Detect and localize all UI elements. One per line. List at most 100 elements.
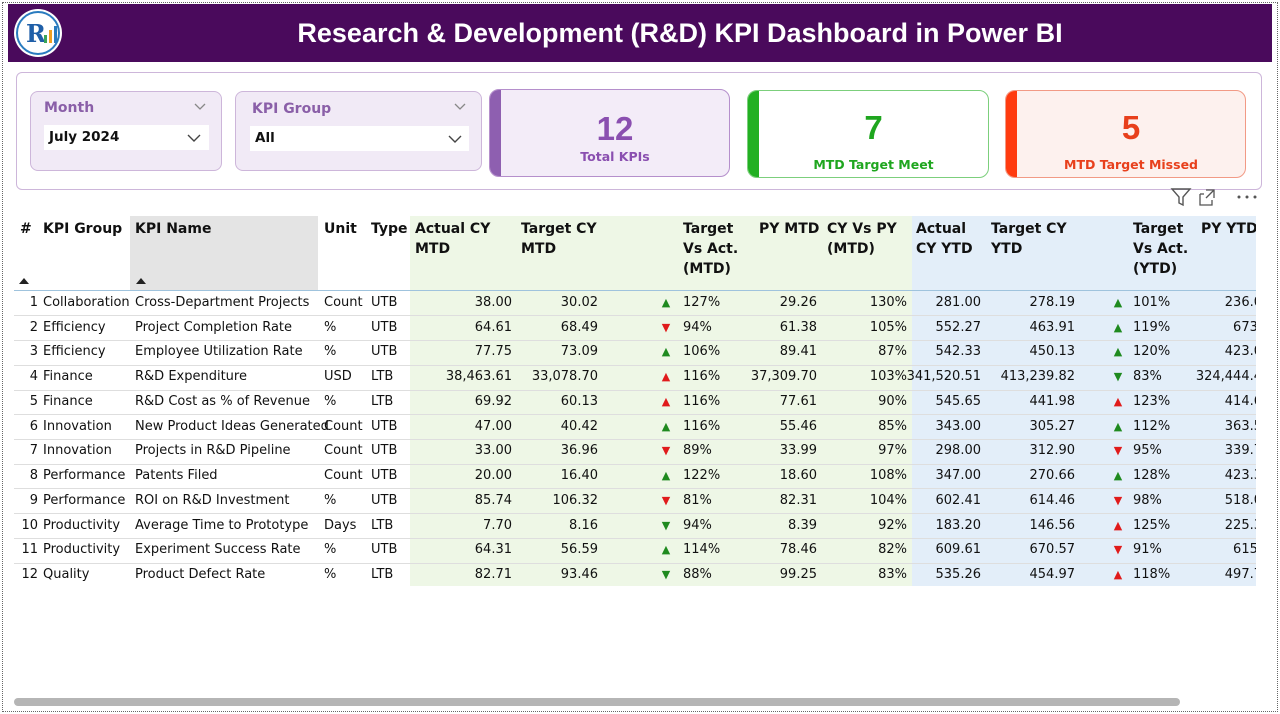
- table-cell: LTB: [371, 567, 394, 583]
- sort-icon[interactable]: [135, 276, 147, 286]
- row-divider: [14, 513, 1256, 515]
- status-arrow: ▲: [1113, 394, 1123, 408]
- focus-mode-icon[interactable]: [1199, 189, 1215, 206]
- slicer-dropdown[interactable]: All: [250, 126, 469, 151]
- card-accent: [1006, 91, 1017, 177]
- column-header[interactable]: PY MTD: [759, 221, 820, 237]
- table-cell: 106.32: [552, 492, 599, 508]
- column-header[interactable]: #: [20, 221, 32, 237]
- sort-icon[interactable]: [18, 276, 30, 286]
- table-cell: 118%: [1133, 567, 1171, 583]
- table-cell: UTB: [371, 468, 398, 484]
- row-divider: [14, 389, 1256, 391]
- row-divider: [14, 364, 1256, 366]
- svg-text:R: R: [26, 19, 47, 48]
- status-arrow: ▲: [1113, 320, 1123, 334]
- table-cell: 127%: [683, 295, 721, 310]
- table-cell: 5: [29, 393, 38, 409]
- column-header[interactable]: Actual CY MTD: [415, 221, 491, 257]
- table-cell: 56.59: [560, 542, 598, 558]
- slicer-value: July 2024: [49, 129, 120, 145]
- table-cell: Count: [324, 443, 363, 459]
- table-cell: Employee Utilization Rate: [135, 344, 303, 360]
- mtd-band: [410, 216, 912, 586]
- table-cell: 363.5: [1224, 418, 1256, 434]
- table-cell: 414.6: [1224, 393, 1256, 409]
- table-cell: 33.00: [474, 443, 512, 459]
- table-cell: 116%: [683, 418, 721, 434]
- table-cell: LTB: [371, 369, 394, 385]
- column-header[interactable]: Target Vs Act. (MTD): [683, 221, 739, 277]
- status-arrow: ▼: [661, 518, 671, 532]
- collapse-icon[interactable]: [193, 102, 207, 112]
- status-arrow: ▲: [661, 394, 671, 408]
- table-cell: 83%: [1133, 369, 1162, 385]
- table-cell: UTB: [371, 344, 398, 360]
- row-divider: [14, 562, 1256, 564]
- table-cell: 98%: [1133, 492, 1162, 508]
- row-divider: [14, 315, 1256, 317]
- filter-icon[interactable]: [1170, 188, 1192, 207]
- table-cell: 281.00: [935, 295, 982, 310]
- column-header[interactable]: CY Vs PY (MTD): [827, 221, 897, 257]
- table-cell: 545.65: [935, 393, 982, 409]
- column-header[interactable]: Target CY MTD: [521, 221, 597, 257]
- collapse-icon[interactable]: [453, 102, 467, 112]
- column-header[interactable]: PY YTD: [1201, 221, 1256, 237]
- table-cell: 112%: [1133, 418, 1171, 434]
- table-cell: Count: [324, 295, 363, 310]
- column-header[interactable]: Unit: [324, 221, 357, 237]
- column-header[interactable]: Target Vs Act. (YTD): [1133, 221, 1189, 277]
- column-header[interactable]: Target CY YTD: [991, 221, 1067, 257]
- table-cell: Count: [324, 418, 363, 434]
- table-cell: UTB: [371, 492, 398, 508]
- table-cell: Productivity: [43, 542, 121, 558]
- table-cell: 7.70: [483, 517, 512, 533]
- table-cell: Productivity: [43, 517, 121, 533]
- table-cell: %: [324, 567, 337, 583]
- table-cell: Performance: [43, 492, 126, 508]
- sorted-header-bg: [130, 216, 318, 290]
- table-cell: 103%: [869, 369, 907, 385]
- card-accent: [490, 90, 501, 176]
- table-cell: %: [324, 344, 337, 360]
- scrollbar[interactable]: [14, 698, 1180, 706]
- table-cell: 8.16: [569, 517, 598, 533]
- table-cell: 81%: [683, 492, 712, 508]
- table-cell: 82.71: [474, 567, 512, 583]
- kpi-group-slicer[interactable]: KPI Group All: [235, 91, 482, 171]
- table-cell: Projects in R&D Pipeline: [135, 443, 291, 459]
- dropdown-icon: [187, 134, 201, 142]
- row-divider: [14, 414, 1256, 416]
- column-header[interactable]: Actual CY YTD: [916, 221, 973, 257]
- table-cell: Innovation: [43, 443, 112, 459]
- more-options-icon[interactable]: [1237, 195, 1257, 199]
- logo: R: [14, 9, 62, 57]
- table-cell: 68.49: [560, 319, 598, 335]
- card-accent: [748, 91, 759, 177]
- table-cell: 40.42: [560, 418, 598, 434]
- month-slicer[interactable]: Month July 2024: [30, 91, 222, 171]
- table-cell: Efficiency: [43, 344, 106, 360]
- column-header[interactable]: KPI Group: [43, 221, 123, 237]
- table-cell: 33,078.70: [531, 369, 598, 385]
- table-cell: 95%: [1133, 443, 1162, 459]
- table-cell: 339.7: [1224, 443, 1256, 459]
- table-cell: 29.26: [779, 295, 817, 310]
- status-arrow: ▼: [661, 493, 671, 507]
- column-header[interactable]: KPI Name: [135, 221, 212, 237]
- table-cell: Innovation: [43, 418, 112, 434]
- table-cell: 441.98: [1029, 393, 1076, 409]
- table-cell: 183.20: [935, 517, 982, 533]
- table-cell: 236.0: [1224, 295, 1256, 310]
- table-cell: 64.31: [474, 542, 512, 558]
- column-header[interactable]: Type: [371, 221, 408, 237]
- table-cell: 12: [21, 567, 38, 583]
- card-label: Total KPIs: [580, 149, 650, 164]
- table-cell: 312.90: [1029, 443, 1076, 459]
- slicer-dropdown[interactable]: July 2024: [44, 125, 209, 150]
- table-cell: Days: [324, 517, 357, 533]
- table-cell: 347.00: [935, 468, 982, 484]
- status-arrow: ▼: [661, 320, 671, 334]
